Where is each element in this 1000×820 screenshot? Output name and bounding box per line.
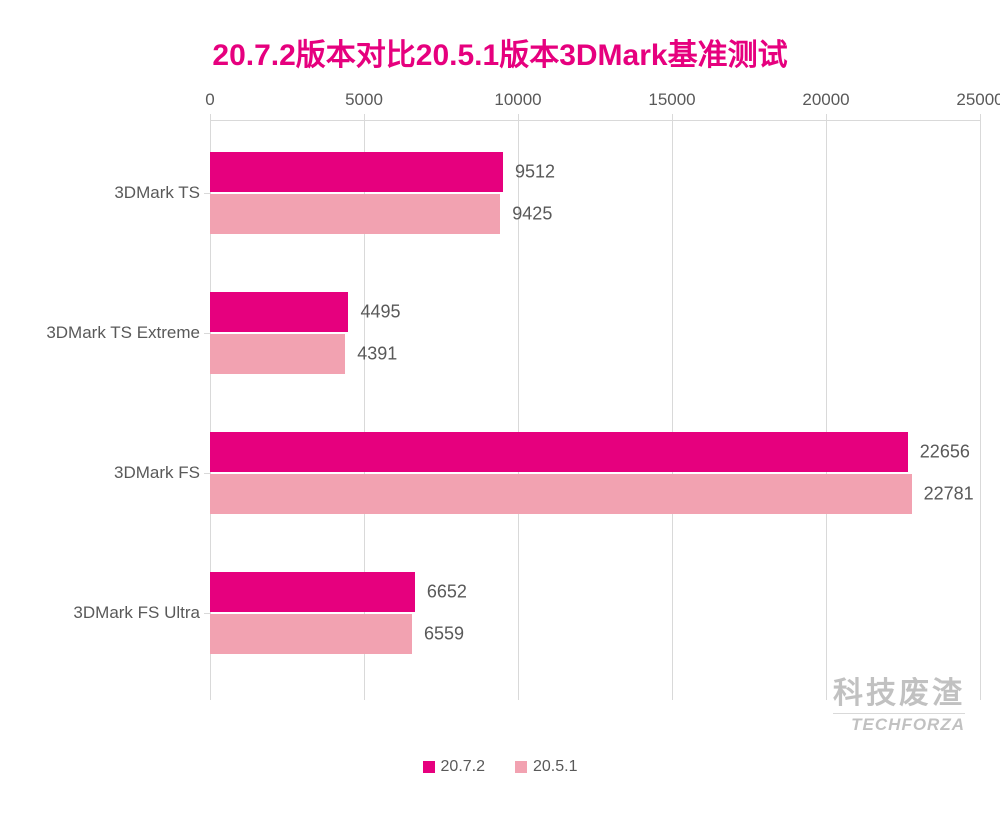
x-tick-label: 15000 xyxy=(648,90,695,110)
x-tick-label: 25000 xyxy=(956,90,1000,110)
bar-value-label: 6652 xyxy=(415,582,467,603)
legend-swatch xyxy=(515,761,527,773)
category-label: 3DMark FS xyxy=(114,463,210,483)
chart-title: 20.7.2版本对比20.5.1版本3DMark基准测试 xyxy=(0,0,1000,74)
chart-plot-area: 05000100001500020000250003DMark TS951294… xyxy=(210,120,980,700)
legend-item: 20.5.1 xyxy=(515,758,577,776)
legend-label: 20.5.1 xyxy=(533,758,577,776)
x-tick-label: 0 xyxy=(205,90,214,110)
legend-swatch xyxy=(423,761,435,773)
watermark-en: TECHFORZA xyxy=(833,716,965,735)
bar-value-label: 6559 xyxy=(412,624,464,645)
bar-value-label: 9512 xyxy=(503,162,555,183)
bar: 9512 xyxy=(210,152,503,192)
bar: 4495 xyxy=(210,292,348,332)
bar: 6559 xyxy=(210,614,412,654)
category-label: 3DMark TS xyxy=(114,183,210,203)
legend-item: 20.7.2 xyxy=(423,758,485,776)
x-tick-label: 10000 xyxy=(494,90,541,110)
bar-value-label: 22781 xyxy=(912,484,974,505)
x-tick-label: 5000 xyxy=(345,90,383,110)
bar: 22656 xyxy=(210,432,908,472)
bar: 9425 xyxy=(210,194,500,234)
category-label: 3DMark FS Ultra xyxy=(73,603,210,623)
bar: 22781 xyxy=(210,474,912,514)
bar-value-label: 4391 xyxy=(345,344,397,365)
bar-value-label: 9425 xyxy=(500,204,552,225)
bar-value-label: 4495 xyxy=(348,302,400,323)
watermark: 科技废渣 TECHFORZA xyxy=(833,677,965,735)
watermark-divider xyxy=(833,713,965,714)
x-tick-label: 20000 xyxy=(802,90,849,110)
bar-value-label: 22656 xyxy=(908,442,970,463)
legend-label: 20.7.2 xyxy=(441,758,485,776)
bar: 6652 xyxy=(210,572,415,612)
legend: 20.7.2 20.5.1 xyxy=(0,758,1000,776)
bar: 4391 xyxy=(210,334,345,374)
watermark-cn: 科技废渣 xyxy=(833,677,965,710)
category-label: 3DMark TS Extreme xyxy=(46,323,210,343)
